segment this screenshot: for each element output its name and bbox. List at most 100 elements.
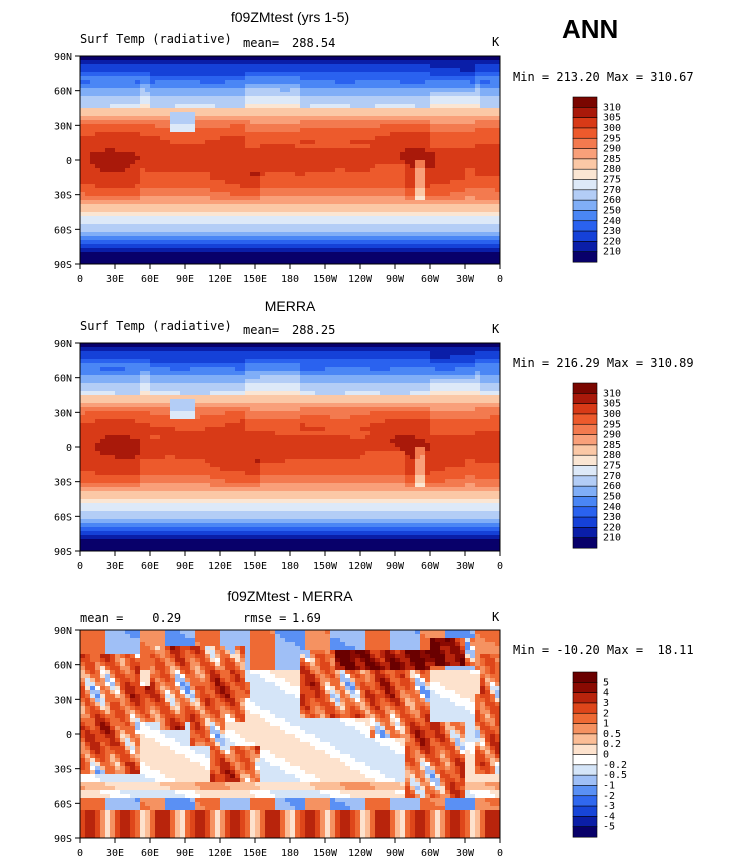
map-cell bbox=[175, 92, 181, 97]
map-cell bbox=[220, 84, 226, 89]
map-cell bbox=[470, 104, 476, 109]
map-cell bbox=[100, 60, 106, 65]
map-cell bbox=[340, 100, 346, 105]
map-cell bbox=[155, 120, 161, 125]
map-cell bbox=[480, 108, 486, 113]
map-cell bbox=[135, 92, 141, 97]
map-cell bbox=[290, 56, 296, 61]
map-cell bbox=[405, 56, 411, 61]
map-cell bbox=[230, 100, 236, 105]
map-cell bbox=[275, 56, 281, 61]
map-cell bbox=[90, 88, 96, 93]
map-cell bbox=[275, 88, 281, 93]
map-cell bbox=[315, 72, 321, 77]
map-cell bbox=[455, 108, 461, 113]
map-cell bbox=[295, 88, 301, 93]
map-cell bbox=[370, 56, 376, 61]
map-cell bbox=[415, 100, 421, 105]
map-cell bbox=[490, 124, 496, 129]
map-cell bbox=[130, 92, 136, 97]
map-cell bbox=[340, 76, 346, 81]
map-cell bbox=[190, 60, 196, 65]
map-cell bbox=[150, 132, 156, 137]
map-cell bbox=[320, 128, 326, 133]
map-cell bbox=[375, 88, 381, 93]
map-cell bbox=[295, 64, 301, 69]
map-cell bbox=[90, 80, 96, 85]
map-cell bbox=[370, 108, 376, 113]
map-cell bbox=[275, 72, 281, 77]
map-cell bbox=[305, 104, 311, 109]
map-cell bbox=[420, 112, 426, 117]
map-cell bbox=[200, 68, 206, 73]
map-cell bbox=[380, 56, 386, 61]
map-cell bbox=[325, 64, 331, 69]
map-cell bbox=[335, 92, 341, 97]
map-cell bbox=[175, 112, 181, 117]
map-cell bbox=[290, 132, 296, 137]
map-cell bbox=[310, 104, 316, 109]
map-cell bbox=[240, 60, 246, 65]
map-cell bbox=[210, 96, 216, 101]
map-cell bbox=[135, 96, 141, 101]
map-cell bbox=[330, 76, 336, 81]
map-cell bbox=[165, 132, 171, 137]
map-cell bbox=[90, 56, 96, 61]
map-cell bbox=[195, 72, 201, 77]
map-cell bbox=[365, 128, 371, 133]
map-cell bbox=[230, 124, 236, 129]
map-cell bbox=[305, 96, 311, 101]
map-cell bbox=[495, 92, 501, 97]
map-cell bbox=[260, 88, 266, 93]
map-cell bbox=[160, 60, 166, 65]
map-cell bbox=[490, 84, 496, 89]
map-cell bbox=[260, 132, 266, 137]
map-cell bbox=[340, 96, 346, 101]
map-cell bbox=[260, 68, 266, 73]
map-cell bbox=[105, 56, 111, 61]
map-cell bbox=[170, 72, 176, 77]
map-cell bbox=[155, 72, 161, 77]
map-cell bbox=[255, 116, 261, 121]
map-cell bbox=[290, 104, 296, 109]
map-cell bbox=[130, 120, 136, 125]
map-cell bbox=[385, 72, 391, 77]
map-cell bbox=[330, 100, 336, 105]
map-cell bbox=[430, 92, 436, 97]
map-cell bbox=[385, 60, 391, 65]
map-cell bbox=[260, 120, 266, 125]
map-cell bbox=[420, 104, 426, 109]
map-cell bbox=[360, 56, 366, 61]
map-cell bbox=[435, 88, 441, 93]
map-cell bbox=[230, 120, 236, 125]
map-cell bbox=[475, 104, 481, 109]
map-cell bbox=[80, 76, 86, 81]
panel-title: f09ZMtest (yrs 1-5) bbox=[230, 9, 350, 25]
map-cell bbox=[320, 112, 326, 117]
map-cell bbox=[105, 84, 111, 89]
map-cell bbox=[235, 76, 241, 81]
map-cell bbox=[130, 68, 136, 73]
map-cell bbox=[215, 124, 221, 129]
map-cell bbox=[465, 56, 471, 61]
map-cell bbox=[350, 72, 356, 77]
map-cell bbox=[350, 120, 356, 125]
colorbar-swatch bbox=[572, 96, 598, 108]
map-cell bbox=[195, 112, 201, 117]
map-cell bbox=[220, 124, 226, 129]
map-cell bbox=[320, 96, 326, 101]
map-cell bbox=[280, 128, 286, 133]
map-cell bbox=[190, 112, 196, 117]
map-cell bbox=[455, 64, 461, 69]
map-cell bbox=[435, 100, 441, 105]
map-cell bbox=[130, 104, 136, 109]
map-cell bbox=[165, 64, 171, 69]
map-cell bbox=[170, 76, 176, 81]
map-cell bbox=[475, 100, 481, 105]
colorbar-swatch bbox=[572, 199, 598, 211]
map-cell bbox=[370, 88, 376, 93]
map-cell bbox=[105, 72, 111, 77]
lon-tick-label: 90E bbox=[176, 274, 194, 285]
map-cell bbox=[130, 72, 136, 77]
map-cell bbox=[250, 132, 256, 137]
